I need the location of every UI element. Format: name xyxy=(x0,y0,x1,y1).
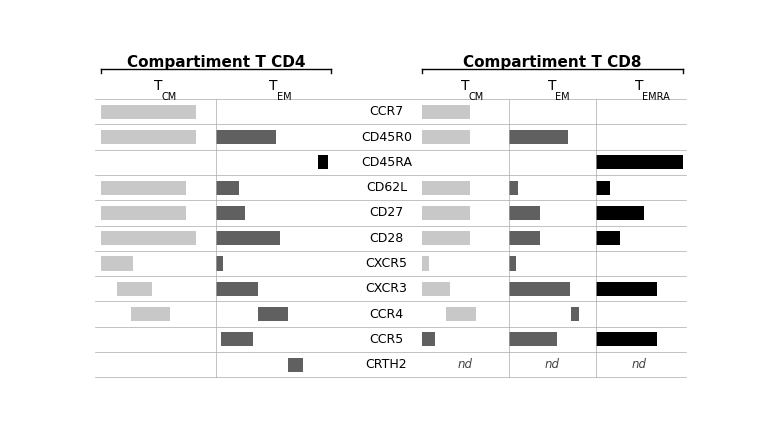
Bar xyxy=(509,130,568,144)
Text: CCR4: CCR4 xyxy=(370,307,403,321)
Bar xyxy=(596,206,644,220)
Bar xyxy=(422,206,469,220)
Bar xyxy=(117,282,152,296)
Bar xyxy=(509,206,540,220)
Bar xyxy=(422,105,469,119)
Text: CXCR5: CXCR5 xyxy=(366,257,408,270)
Bar xyxy=(101,256,133,271)
Bar xyxy=(596,231,620,245)
Bar xyxy=(422,256,429,271)
Text: T: T xyxy=(154,78,162,93)
Bar xyxy=(216,282,258,296)
Text: CD27: CD27 xyxy=(370,206,404,219)
Bar xyxy=(288,358,303,372)
Bar xyxy=(596,332,657,346)
Bar xyxy=(216,206,245,220)
Bar xyxy=(509,181,517,195)
Text: nd: nd xyxy=(545,358,560,371)
Bar xyxy=(221,332,253,346)
Bar xyxy=(422,282,450,296)
Bar xyxy=(596,155,683,170)
Text: CRTH2: CRTH2 xyxy=(366,358,407,371)
Text: nd: nd xyxy=(458,358,473,371)
Text: CD28: CD28 xyxy=(370,232,404,245)
Bar xyxy=(596,282,657,296)
Text: CD45RA: CD45RA xyxy=(361,156,412,169)
Text: CCR7: CCR7 xyxy=(370,105,404,118)
Bar xyxy=(572,307,579,321)
Text: EMRA: EMRA xyxy=(642,93,670,102)
Text: Compartiment T CD4: Compartiment T CD4 xyxy=(127,55,306,70)
Text: Compartiment T CD8: Compartiment T CD8 xyxy=(463,55,642,70)
Bar xyxy=(509,332,557,346)
Text: CM: CM xyxy=(162,93,177,102)
Bar xyxy=(101,105,196,119)
Bar xyxy=(101,181,187,195)
Bar xyxy=(131,307,170,321)
Text: CM: CM xyxy=(469,93,484,102)
Text: nd: nd xyxy=(632,358,647,371)
Bar xyxy=(509,231,540,245)
Bar xyxy=(422,130,469,144)
Bar xyxy=(258,307,288,321)
Bar xyxy=(101,206,187,220)
Text: EM: EM xyxy=(277,93,292,102)
Bar xyxy=(216,231,280,245)
Text: T: T xyxy=(269,78,277,93)
Text: CXCR3: CXCR3 xyxy=(366,282,408,295)
Bar xyxy=(447,307,475,321)
Bar xyxy=(216,256,223,271)
Bar xyxy=(509,282,570,296)
Bar xyxy=(422,181,469,195)
Bar xyxy=(101,130,196,144)
Text: T: T xyxy=(460,78,469,93)
Bar xyxy=(422,231,469,245)
Bar xyxy=(509,256,516,271)
Bar xyxy=(216,181,239,195)
Text: T: T xyxy=(548,78,556,93)
Bar xyxy=(596,181,610,195)
Text: CCR5: CCR5 xyxy=(370,333,404,346)
Text: EM: EM xyxy=(555,93,570,102)
Text: CD62L: CD62L xyxy=(366,181,407,194)
Text: T: T xyxy=(635,78,643,93)
Text: CD45R0: CD45R0 xyxy=(361,131,412,144)
Bar xyxy=(101,231,196,245)
Bar xyxy=(422,332,435,346)
Bar xyxy=(318,155,328,170)
Bar xyxy=(216,130,276,144)
